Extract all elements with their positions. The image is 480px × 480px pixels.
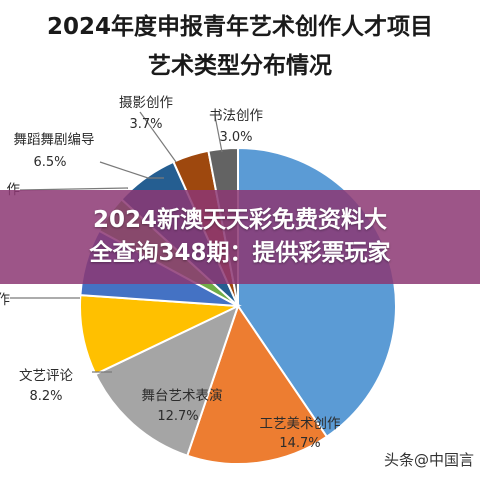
data-label-value: 14.7%	[279, 436, 320, 451]
banner-line: 2024新澳天天彩免费资料大	[92, 207, 387, 233]
leader-line	[214, 115, 223, 153]
data-label-name: 舞蹈舞剧编导	[14, 132, 95, 148]
data-label-name: 文艺评论	[19, 368, 73, 384]
watermark: 头条@中国言	[381, 449, 476, 470]
data-label-name: 摄影创作	[119, 95, 173, 111]
data-label-value: 6.5%	[33, 155, 66, 170]
leader-line	[139, 111, 177, 163]
data-label-name: 作	[0, 292, 10, 308]
data-label-name: 工艺美术创作	[260, 416, 341, 432]
data-label-value: 3.0%	[219, 130, 252, 145]
data-label-value: 8.2%	[29, 389, 62, 404]
pie-slice	[94, 304, 240, 457]
leader-line	[99, 161, 164, 179]
overlay-banner: 2024新澳天天彩免费资料大 全查询348期：提供彩票玩家	[0, 190, 480, 284]
banner-line: 全查询348期：提供彩票玩家	[89, 240, 391, 266]
data-label-value: 12.7%	[157, 409, 198, 424]
leader-line	[19, 187, 129, 191]
chart-title: 2024年度申报青年艺术创作人才项目	[47, 13, 433, 40]
pie-slice	[186, 303, 329, 465]
data-label-value: 3.7%	[129, 117, 162, 132]
data-label-name: 书法创作	[209, 108, 263, 124]
chart-subtitle: 艺术类型分布情况	[148, 52, 332, 79]
data-label-name: 舞台艺术表演	[142, 388, 223, 404]
